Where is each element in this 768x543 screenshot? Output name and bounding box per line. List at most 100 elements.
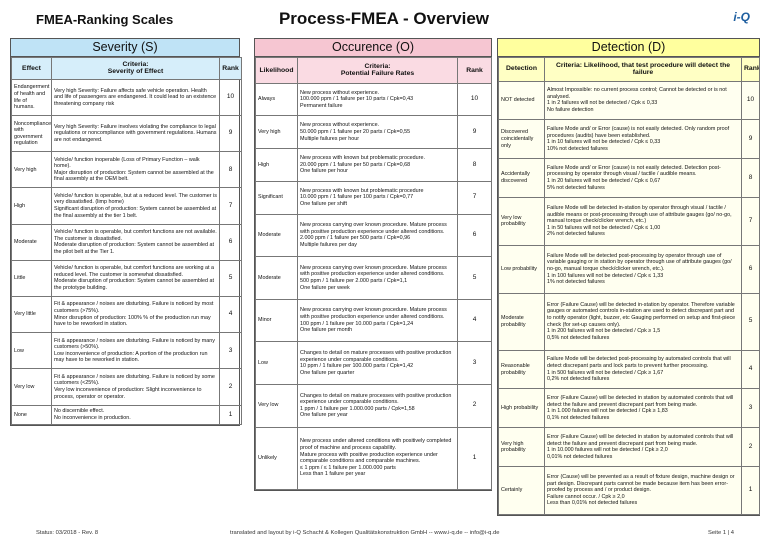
level: High [255, 148, 298, 182]
criteria: New process carrying over known procedur… [297, 213, 458, 258]
level: Moderate probability [498, 292, 545, 351]
table-row: Moderate New process carrying over known … [255, 213, 492, 258]
criteria: New process without experience. 100.000 … [297, 82, 458, 117]
page-number: Seite 1 | 4 [708, 530, 734, 536]
rank: 4 [219, 296, 242, 334]
rank: 10 [219, 78, 242, 117]
level: Always [255, 82, 298, 117]
ranking-table: Effect Criteria: Severity of Effect Rank En… [11, 57, 242, 426]
level: Very high [255, 115, 298, 150]
table-row: Minor New process carrying over known pro… [255, 298, 492, 343]
rank: 2 [741, 427, 760, 468]
table-row: High Vehicle/ function is operable, but a… [11, 187, 242, 225]
rank: 2 [457, 383, 492, 428]
criteria: Vehicle/ function inoperable (Loss of Pr… [51, 151, 220, 189]
table-row: Very high New process without experience.… [255, 115, 492, 150]
level: Discovered coincidentally only [498, 119, 545, 160]
rank: 6 [741, 244, 760, 294]
rank: 4 [741, 349, 760, 390]
table-row: Significant New process with known but pr… [255, 180, 492, 215]
table-row: High probability Error (Failure Cause) wi… [498, 388, 760, 429]
criteria: Error (Failure Cause) will be detected i… [544, 388, 742, 429]
rank: 8 [219, 151, 242, 189]
level: Low probability [498, 244, 545, 294]
detection-panel: Detection (D) Detection Criteria: Likeliho… [497, 38, 760, 516]
criteria: Error (Failure Cause) will be detected i… [544, 292, 742, 351]
criteria: Almost Impossible: no current process co… [544, 80, 742, 121]
column-header: Rank [219, 57, 242, 80]
table-row: Very low Fit & appearance / noises are di… [11, 368, 242, 406]
column-header: Effect [11, 57, 52, 80]
rank: 2 [219, 368, 242, 406]
table-row: Certainly Error (Cause) will be prevented… [498, 466, 760, 515]
table-row: Very high Vehicle/ function inoperable (L… [11, 151, 242, 189]
level: Significant [255, 180, 298, 215]
table-row: High New process with known but problemat… [255, 148, 492, 182]
level: Moderate [255, 213, 298, 258]
criteria: New process with known but problematic p… [297, 148, 458, 182]
rank: 10 [457, 82, 492, 117]
criteria: Fit & appearance / noises are disturbing… [51, 296, 220, 334]
panel-title: Occurence (O) [255, 39, 491, 57]
level: None [11, 404, 52, 426]
left-title: FMEA-Ranking Scales [36, 12, 174, 27]
table-row: Little Vehicle/ function is operable, but… [11, 259, 242, 298]
criteria: Failure Mode will be detected post-proce… [544, 349, 742, 390]
rank: 4 [457, 298, 492, 343]
table-row: Low Changes to detail on mature processes… [255, 341, 492, 385]
table-row: Always New process without experience. 10… [255, 82, 492, 117]
criteria: Failure Mode and/ or Error (cause) is no… [544, 158, 742, 198]
level: Very low probability [498, 197, 545, 246]
column-header: Likelihood [255, 57, 298, 84]
rank: 6 [457, 213, 492, 258]
column-header: Criteria: Potential Failure Rates [297, 57, 458, 84]
criteria: Error (Failure Cause) will be detected i… [544, 427, 742, 468]
rank: 1 [741, 466, 760, 515]
header-row: Likelihood Criteria: Potential Failure Ra… [255, 57, 492, 84]
level: Very little [11, 296, 52, 334]
header-row: Detection Criteria: Likelihood, that test… [498, 57, 760, 82]
level: Minor [255, 298, 298, 343]
rank: 1 [219, 404, 242, 426]
column-header: Rank [457, 57, 492, 84]
table-row: NOT detected Almost Impossible: no curren… [498, 80, 760, 121]
table-row: Reasonable probability Failure Mode will … [498, 349, 760, 390]
rank: 3 [457, 341, 492, 385]
column-header: Detection [498, 57, 545, 82]
rank: 5 [219, 259, 242, 298]
severity-panel: Severity (S) Effect Criteria: Severity of … [10, 38, 242, 426]
table-row: Discovered coincidentally only Failure Mo… [498, 119, 760, 160]
table-row: Very low probability Failure Mode will be… [498, 197, 760, 246]
level: Accidentally discovered [498, 158, 545, 198]
level: Endangerment of health and life of human… [11, 78, 52, 117]
rank: 1 [457, 426, 492, 491]
level: Moderate [255, 256, 298, 300]
criteria: Very high Severity: Failure affects safe… [51, 78, 220, 117]
criteria: Vehicle/ function is operable, but at a … [51, 187, 220, 225]
level: Low [11, 332, 52, 370]
criteria: Failure Mode and/ or Error (cause) is no… [544, 119, 742, 160]
logo: i-Q [733, 10, 750, 24]
level: Unlikely [255, 426, 298, 491]
panel-title: Severity (S) [11, 39, 239, 57]
rank: 8 [741, 158, 760, 198]
rank: 5 [457, 256, 492, 300]
criteria: Changes to detail on mature processes wi… [297, 383, 458, 428]
table-row: Accidentally discovered Failure Mode and/… [498, 158, 760, 198]
column-header: Criteria: Severity of Effect [51, 57, 220, 80]
level: Low [255, 341, 298, 385]
ranking-table: Likelihood Criteria: Potential Failure Ra… [255, 57, 492, 491]
level: High probability [498, 388, 545, 429]
header-row: Effect Criteria: Severity of Effect Rank [11, 57, 242, 80]
rank: 9 [219, 115, 242, 153]
rank: 10 [741, 80, 760, 121]
rank: 8 [457, 148, 492, 182]
occurrence-panel: Occurence (O) Likelihood Criteria: Potenti… [254, 38, 492, 491]
rank: 7 [219, 187, 242, 225]
criteria: New process without experience. 50.000 p… [297, 115, 458, 150]
table-row: Noncompliance with government regulation… [11, 115, 242, 153]
level: Very high [11, 151, 52, 189]
level: High [11, 187, 52, 225]
rank: 3 [741, 388, 760, 429]
criteria: Vehicle/ function is operable, but comfo… [51, 259, 220, 298]
